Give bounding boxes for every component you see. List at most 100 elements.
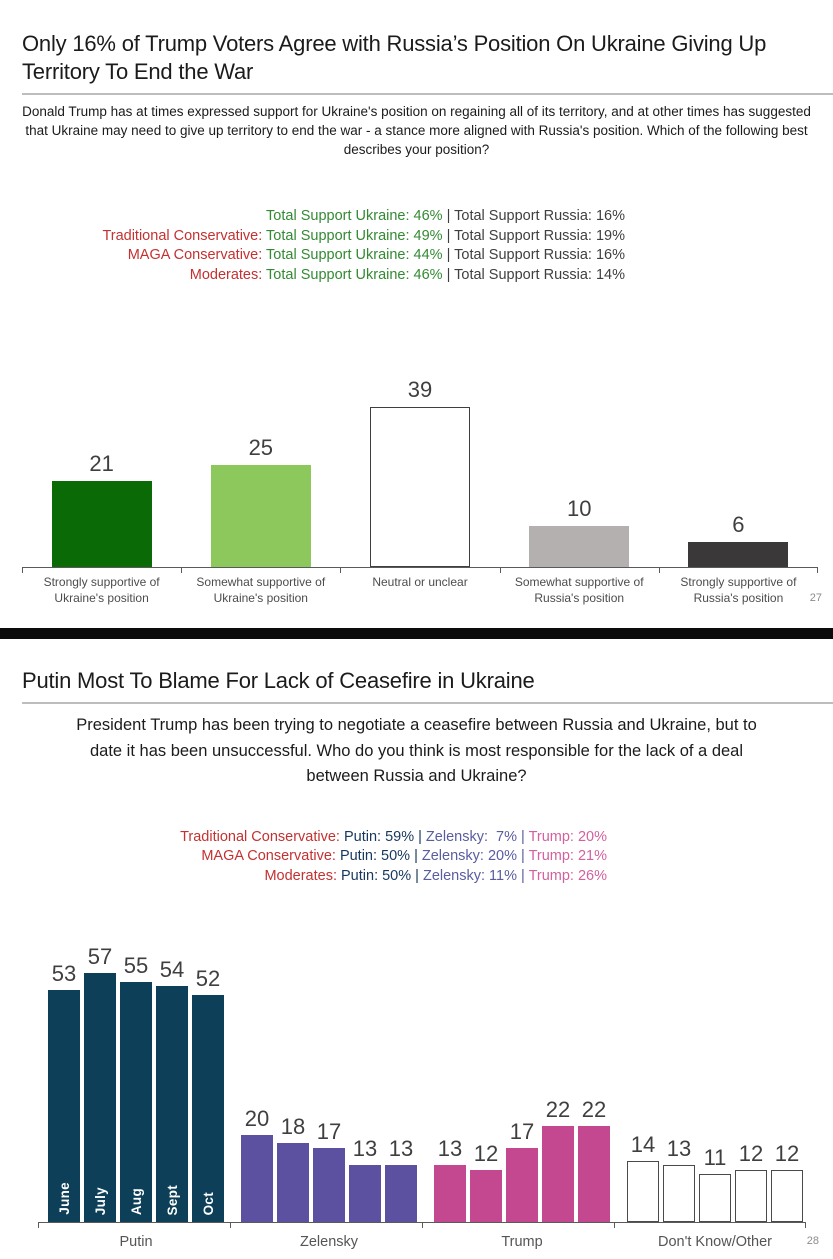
slide2-page-number: 28 [806, 1235, 819, 1247]
bar-value-label: 57 [87, 944, 113, 969]
chart2-bar-cell: 13 [349, 942, 381, 1222]
chart1-bar-cell: 21 [22, 372, 181, 567]
chart1-x-axis [22, 567, 818, 573]
bar-value-label: 13 [666, 1136, 692, 1161]
chart2-bar-cell: 20 [241, 942, 273, 1222]
bar-month-label: Oct [200, 1191, 216, 1215]
bar [210, 465, 311, 567]
chart2-bar-cell: 18 [277, 942, 309, 1222]
stats-line: Total Support Ukraine: 46% | Total Suppo… [0, 207, 625, 227]
stats-segment: | Total Support Russia: 19% [442, 227, 625, 244]
stats-line: Moderates: Putin: 50% | Zelensky: 11% | … [0, 867, 607, 887]
slide-trump-voters-ukraine-position: Only 16% of Trump Voters Agree with Russ… [0, 0, 833, 628]
chart2-bar-cell: 13 [663, 942, 695, 1222]
axis-tick [658, 568, 660, 573]
bar [699, 1174, 731, 1222]
stats-segment: Zelensky: 11% | [422, 867, 529, 884]
chart1-category-labels: Strongly supportive of Ukraine's positio… [22, 575, 818, 606]
category-label: Neutral or unclear [372, 575, 468, 589]
bar-value-label: 39 [407, 377, 433, 402]
axis-tick [22, 568, 23, 573]
stats-segment: Moderates: [189, 267, 267, 284]
bar-month-label: Aug [128, 1187, 144, 1215]
slide2-title: Putin Most To Blame For Lack of Ceasefir… [22, 668, 535, 693]
slide2-subgroup-stats: Traditional Conservative: Putin: 59% | Z… [0, 828, 607, 887]
chart2-bar-cell: 17 [506, 942, 538, 1222]
stats-line: Traditional Conservative: Total Support … [0, 227, 625, 247]
stats-segment: MAGA Conservative: [127, 247, 267, 264]
title-rule [22, 93, 833, 95]
bar [771, 1170, 803, 1222]
chart2-bar-cell: 55 Aug [120, 942, 152, 1222]
stats-segment: Total Support Ukraine: 44% [266, 247, 443, 264]
bar [578, 1126, 610, 1222]
chart2-bar-cell: 22 [578, 942, 610, 1222]
chart2-x-axis [38, 1222, 806, 1228]
bar-month-label: Sept [164, 1184, 180, 1215]
axis-tick [817, 568, 818, 573]
ukraine-position-bar-chart: 21 25 39 10 6 Strongly supportive of Ukraine… [22, 372, 818, 606]
axis-tick [230, 1223, 231, 1228]
bar-value-label: 12 [738, 1141, 764, 1166]
chart2-bar-cell: 11 [699, 942, 731, 1222]
bar-value-label: 20 [244, 1106, 270, 1131]
stats-segment: Putin: 50% | [341, 867, 423, 884]
chart2-bar-cell: 12 [771, 942, 803, 1222]
stats-line: MAGA Conservative: Putin: 50% | Zelensky… [0, 847, 607, 867]
slide1-subgroup-stats: Total Support Ukraine: 46% | Total Suppo… [0, 207, 625, 286]
bar [370, 407, 470, 567]
stats-segment: | Total Support Russia: 16% [442, 208, 625, 224]
chart2-bar-cell: 17 [313, 942, 345, 1222]
chart2-bar-cell: 13 [385, 942, 417, 1222]
stats-line: Traditional Conservative: Putin: 59% | Z… [0, 828, 607, 848]
bar [385, 1165, 417, 1222]
bar: June [48, 990, 80, 1222]
slide1-title: Only 16% of Trump Voters Agree with Russ… [22, 31, 767, 84]
chart2-bar-cell: 12 [470, 942, 502, 1222]
chart2-bar-cell: 12 [735, 942, 767, 1222]
group-label: Don't Know/Other [658, 1234, 772, 1250]
chart2-bar-cell: 57 July [84, 942, 116, 1222]
stats-segment: Zelensky: 20% | [421, 848, 529, 865]
bar [529, 526, 630, 567]
stats-segment: Zelensky: 7% | [425, 828, 529, 845]
bar-value-label: 55 [123, 953, 149, 978]
chart2-plot-area: 53 June 57 July 55 Aug 54 Sept 52 Oct 20 18 17 13 13 13… [38, 942, 806, 1222]
bar-month-label: July [92, 1186, 108, 1215]
chart2-bar-cell: 22 [542, 942, 574, 1222]
stats-segment: Putin: 50% | [339, 848, 422, 865]
chart1-plot-area: 21 25 39 10 6 [22, 372, 818, 567]
bar [349, 1165, 381, 1222]
bar: Oct [192, 995, 224, 1222]
stats-segment: Traditional Conservative: [180, 828, 344, 845]
stats-segment: Moderates: [264, 867, 342, 884]
bar-value-label: 12 [473, 1141, 499, 1166]
bar-value-label: 17 [316, 1119, 342, 1144]
bar [277, 1143, 309, 1222]
chart2-bar-cell: 54 Sept [156, 942, 188, 1222]
bar [663, 1165, 695, 1222]
title-rule [22, 702, 833, 704]
chart2-bar-cell: 14 [627, 942, 659, 1222]
slide1-subtitle: Donald Trump has at times expressed supp… [22, 104, 811, 157]
stats-segment: MAGA Conservative: [201, 848, 340, 865]
bar-value-label: 13 [437, 1136, 463, 1161]
bar [51, 481, 152, 567]
category-label: Strongly supportive of Russia's position [680, 575, 797, 605]
slide-divider-bar [0, 628, 833, 639]
category-label: Strongly supportive of Ukraine's positio… [43, 575, 160, 605]
stats-segment: Total Support Ukraine: 49% [266, 227, 443, 244]
bar-value-label: 22 [581, 1097, 607, 1122]
bar-value-label: 52 [195, 966, 221, 991]
bar-value-label: 17 [509, 1119, 535, 1144]
bar-value-label: 13 [388, 1136, 414, 1161]
bar-value-label: 6 [732, 512, 745, 537]
bar [735, 1170, 767, 1222]
stats-segment: Total Support Ukraine: 46% [266, 267, 443, 284]
stats-line: Moderates: Total Support Ukraine: 46% | … [0, 266, 625, 286]
bar [470, 1170, 502, 1222]
bar: Aug [120, 982, 152, 1222]
bar: Sept [156, 986, 188, 1222]
axis-tick [614, 1223, 615, 1228]
